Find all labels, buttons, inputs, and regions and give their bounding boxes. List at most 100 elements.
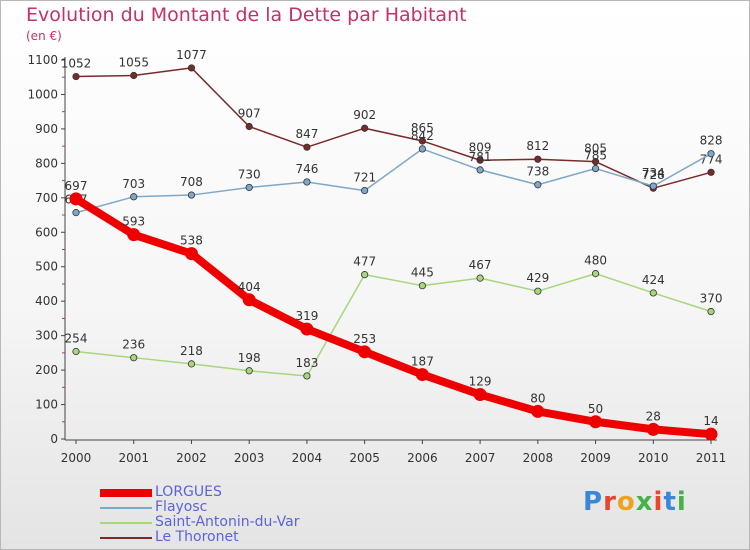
data-label-lorgues: 28 [646,409,661,423]
legend-swatch-flayosc [100,507,152,509]
data-label-lorgues: 697 [65,179,88,193]
x-tick-label: 2006 [407,451,438,465]
data-label-flayosc: 708 [180,175,203,189]
data-label-saint-antonin-du-var: 370 [700,292,723,306]
data-point-flayosc [245,183,253,192]
data-point-flayosc [534,181,542,189]
data-point-lorgues [589,415,603,429]
data-point-le-thoronet [707,168,715,176]
legend-swatch-saint-antonin-du-var [100,522,152,524]
data-label-le-thoronet: 812 [526,139,549,153]
x-tick-label: 2007 [465,451,496,465]
data-label-flayosc: 738 [526,165,549,179]
data-point-lorgues [242,293,256,307]
data-point-lorgues [69,192,83,206]
data-point-flayosc [187,191,196,199]
data-point-le-thoronet [245,122,253,131]
data-point-lorgues [646,422,660,436]
y-tick-label: 600 [35,225,58,239]
data-point-le-thoronet [476,156,484,164]
data-label-lorgues: 404 [238,280,261,294]
x-tick-label: 2002 [176,451,207,465]
y-tick-label: 400 [35,294,58,308]
data-point-flayosc [418,145,426,153]
data-point-le-thoronet [187,64,196,72]
data-label-saint-antonin-du-var: 183 [295,356,318,370]
x-tick-label: 2000 [61,451,92,465]
y-tick-label: 100 [35,398,58,412]
logo-letter: t [663,487,677,517]
data-label-flayosc: 721 [353,171,376,185]
data-label-lorgues: 253 [353,332,376,346]
data-point-lorgues [127,228,141,242]
data-point-flayosc [707,150,715,158]
data-point-saint-antonin-du-var [303,372,311,380]
x-tick-label: 2010 [638,451,669,465]
data-point-lorgues [184,247,198,261]
data-label-lorgues: 319 [295,309,318,323]
data-point-lorgues [300,322,314,336]
y-tick-label: 0 [50,432,58,446]
data-point-lorgues [531,404,545,418]
data-label-lorgues: 129 [469,375,492,389]
data-label-lorgues: 50 [588,402,603,416]
data-point-saint-antonin-du-var [649,289,657,297]
data-point-saint-antonin-du-var [130,354,138,362]
data-label-lorgues: 80 [530,391,545,405]
series-line-saint-antonin-du-var [75,272,712,377]
x-tick-label: 2003 [234,451,265,465]
data-point-le-thoronet [303,143,311,151]
data-point-saint-antonin-du-var [361,271,369,279]
x-tick-label: 2011 [696,451,727,465]
data-label-lorgues: 187 [411,355,434,369]
series-line-flayosc [75,148,712,214]
y-tick-label: 900 [35,122,58,136]
data-label-le-thoronet: 902 [353,108,376,122]
chart-title: Evolution du Montant de la Dette par Hab… [26,4,467,26]
data-point-saint-antonin-du-var [591,270,600,278]
data-label-le-thoronet: 805 [584,142,607,156]
legend-label-flayosc: Flayosc [155,499,208,515]
data-label-saint-antonin-du-var: 254 [65,331,88,345]
data-point-flayosc [303,178,311,186]
y-tick-label: 700 [35,191,58,205]
data-label-le-thoronet: 809 [469,140,492,154]
data-label-flayosc: 781 [469,150,492,164]
data-point-flayosc [591,164,600,173]
data-label-le-thoronet: 1052 [61,57,92,71]
x-tick-label: 2009 [580,451,611,465]
data-label-saint-antonin-du-var: 467 [469,258,492,272]
data-label-saint-antonin-du-var: 480 [584,254,607,268]
data-label-saint-antonin-du-var: 445 [411,266,434,280]
data-label-flayosc: 785 [584,149,607,163]
data-label-le-thoronet: 1077 [176,48,207,62]
data-point-flayosc [361,186,369,195]
data-point-lorgues [704,427,718,441]
data-label-flayosc: 703 [122,177,145,191]
logo-letter: i [676,487,687,517]
data-point-saint-antonin-du-var [245,367,253,375]
data-label-flayosc: 734 [642,166,665,180]
legend-label-le-thoronet: Le Thoronet [155,529,239,545]
data-point-saint-antonin-du-var [187,360,196,368]
data-label-saint-antonin-du-var: 429 [526,271,549,285]
data-label-saint-antonin-du-var: 424 [642,273,665,287]
data-point-le-thoronet [130,71,138,80]
y-tick-label: 1100 [27,53,58,67]
y-tick-label: 500 [35,260,58,274]
proxiti-logo: Proxiti [583,487,687,517]
chart-subtitle: (en €) [26,29,62,43]
series-line-le-thoronet [75,67,712,189]
logo-letter: x [635,487,654,517]
data-point-lorgues [415,368,429,382]
data-point-flayosc [476,166,484,174]
data-point-saint-antonin-du-var [418,282,426,290]
legend-label-saint-antonin-du-var: Saint-Antonin-du-Var [155,514,300,530]
legend-swatch-lorgues [100,489,152,497]
y-tick-label: 1000 [27,87,58,101]
data-label-le-thoronet: 865 [411,121,434,135]
data-point-saint-antonin-du-var [476,274,484,282]
data-label-flayosc: 828 [700,134,723,148]
data-label-lorgues: 14 [703,414,718,428]
